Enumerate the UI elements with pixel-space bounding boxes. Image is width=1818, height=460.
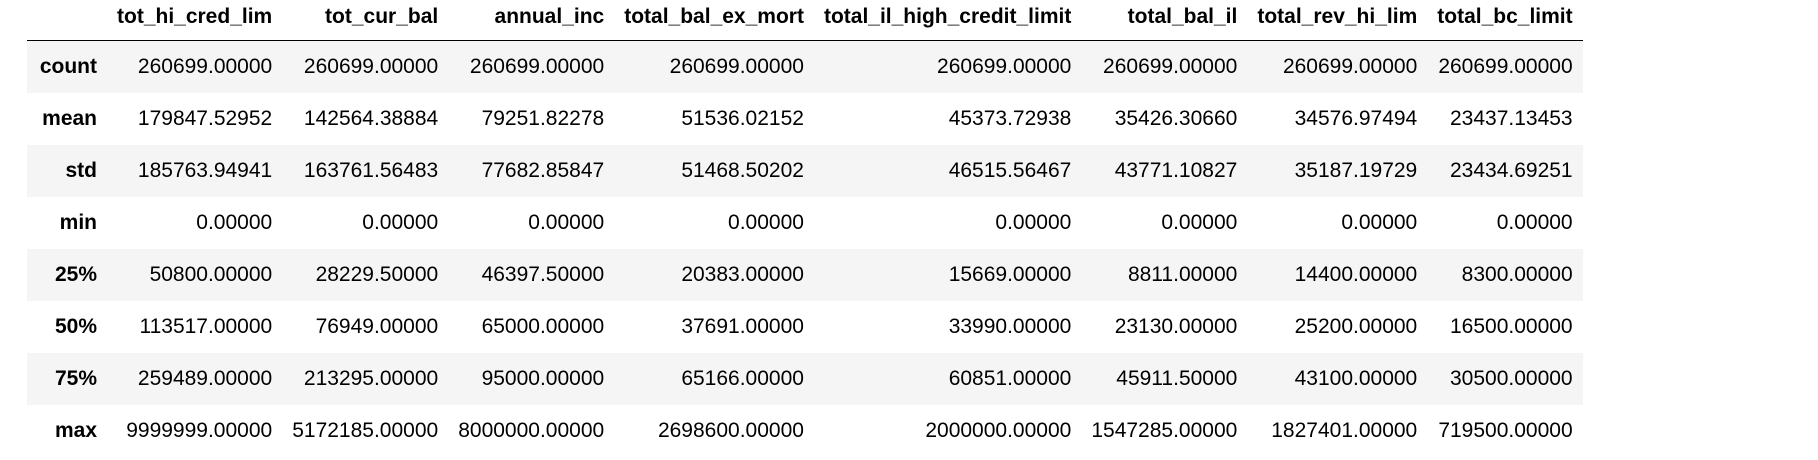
- table-cell: 0.00000: [995, 210, 1072, 234]
- row-index-label: 75%: [54, 366, 97, 390]
- column-header-total-rev-hi-lim: total_rev_hi_lim: [1247, 0, 1428, 41]
- table-row: 25% 50800.00000 28229.50000 46397.50000 2038…: [27, 248, 1583, 301]
- table-cell: 34576.97494: [1294, 106, 1418, 130]
- table-cell: 1547285.00000: [1091, 418, 1238, 442]
- dataframe-container: tot_hi_cred_lim tot_cur_bal annual_inc t…: [27, 0, 1583, 457]
- table-cell: 46515.56467: [948, 158, 1072, 182]
- table-cell: 1827401.00000: [1271, 418, 1418, 442]
- table-cell: 33990.00000: [948, 314, 1072, 338]
- table-cell: 37691.00000: [681, 314, 804, 338]
- table-cell: 43100.00000: [1294, 366, 1418, 390]
- table-cell: 0.00000: [1341, 210, 1418, 234]
- table-header: tot_hi_cred_lim tot_cur_bal annual_inc t…: [27, 0, 1583, 41]
- table-cell: 113517.00000: [139, 314, 273, 338]
- table-cell: 16500.00000: [1449, 314, 1573, 338]
- column-header-tot-cur-bal: tot_cur_bal: [282, 0, 449, 41]
- table-cell: 260699.00000: [137, 54, 273, 78]
- table-cell: 260699.00000: [669, 54, 804, 78]
- table-cell: 142564.38884: [303, 106, 439, 130]
- table-row: count 260699.00000 260699.00000 260699.0000…: [27, 40, 1583, 93]
- table-cell: 65166.00000: [681, 366, 804, 390]
- table-row: 50% 113517.00000 76949.00000 65000.00000 376…: [27, 300, 1583, 353]
- table-cell: 8000000.00000: [458, 418, 605, 442]
- column-header-total-il-high-credit-limit: total_il_high_credit_limit: [813, 0, 1082, 41]
- table-cell: 260699.00000: [937, 54, 1072, 78]
- column-header-total-bal-il: total_bal_il: [1081, 0, 1248, 41]
- table-cell: 28229.50000: [315, 262, 439, 286]
- table-cell: 50800.00000: [149, 262, 273, 286]
- row-index-label: min: [59, 210, 97, 234]
- table-cell: 51536.02152: [681, 106, 804, 130]
- table-cell: 35187.19729: [1294, 158, 1418, 182]
- table-cell: 213295.00000: [303, 366, 439, 390]
- row-index-label: max: [54, 418, 97, 442]
- table-cell: 260699.00000: [303, 54, 439, 78]
- table-cell: 95000.00000: [481, 366, 605, 390]
- table-cell: 23434.69251: [1449, 158, 1573, 182]
- table-cell: 8811.00000: [1127, 262, 1238, 286]
- row-index-label: count: [39, 54, 97, 78]
- table-cell: 185763.94941: [137, 158, 273, 182]
- table-cell: 260699.00000: [1282, 54, 1418, 78]
- column-header-total-bal-ex-mort: total_bal_ex_mort: [614, 0, 814, 41]
- table-cell: 259489.00000: [137, 366, 273, 390]
- corner-cell: [27, 0, 107, 41]
- table-cell: 0.00000: [1161, 210, 1238, 234]
- table-cell: 46397.50000: [481, 262, 605, 286]
- table-cell: 719500.00000: [1438, 418, 1573, 442]
- table-cell: 60851.00000: [948, 366, 1072, 390]
- row-index-label: 25%: [54, 262, 97, 286]
- table-cell: 0.00000: [196, 210, 273, 234]
- table-cell: 163761.56483: [303, 158, 439, 182]
- table-cell: 5172185.00000: [292, 418, 439, 442]
- table-cell: 8300.00000: [1461, 262, 1573, 286]
- header-row: tot_hi_cred_lim tot_cur_bal annual_inc t…: [27, 0, 1583, 41]
- table-cell: 260699.00000: [1103, 54, 1238, 78]
- row-index-label: std: [65, 158, 98, 182]
- table-cell: 23437.13453: [1449, 106, 1573, 130]
- table-cell: 9999999.00000: [126, 418, 273, 442]
- table-cell: 2000000.00000: [925, 418, 1072, 442]
- table-cell: 45911.50000: [1116, 366, 1238, 390]
- table-row: max 9999999.00000 5172185.00000 8000000.000…: [27, 404, 1583, 457]
- column-header-tot-hi-cred-lim: tot_hi_cred_lim: [107, 0, 283, 41]
- table-cell: 35426.30660: [1114, 106, 1238, 130]
- table-cell: 76949.00000: [315, 314, 439, 338]
- table-cell: 77682.85847: [481, 158, 605, 182]
- table-body: count 260699.00000 260699.00000 260699.0000…: [27, 40, 1583, 457]
- table-cell: 0.00000: [528, 210, 605, 234]
- table-cell: 2698600.00000: [657, 418, 804, 442]
- table-cell: 0.00000: [1496, 210, 1573, 234]
- table-cell: 0.00000: [362, 210, 439, 234]
- table-row: std 185763.94941 163761.56483 77682.85847 51…: [27, 144, 1583, 197]
- table-cell: 23130.00000: [1114, 314, 1238, 338]
- column-header-total-bc-limit: total_bc_limit: [1427, 0, 1583, 41]
- table-cell: 260699.00000: [469, 54, 605, 78]
- row-index-label: 50%: [54, 314, 97, 338]
- table-row: 75% 259489.00000 213295.00000 95000.00000 65…: [27, 352, 1583, 405]
- table-cell: 79251.82278: [481, 106, 605, 130]
- describe-table: tot_hi_cred_lim tot_cur_bal annual_inc t…: [27, 0, 1583, 457]
- table-row: min 0.00000 0.00000 0.00000 0.00000 0.00000 0.…: [27, 196, 1583, 249]
- table-cell: 65000.00000: [481, 314, 605, 338]
- table-cell: 25200.00000: [1294, 314, 1418, 338]
- table-cell: 15669.00000: [948, 262, 1072, 286]
- row-index-label: mean: [42, 106, 97, 130]
- table-row: mean 179847.52952 142564.38884 79251.82278 5…: [27, 92, 1583, 145]
- table-cell: 30500.00000: [1449, 366, 1573, 390]
- table-cell: 51468.50202: [681, 158, 804, 182]
- table-cell: 179847.52952: [137, 106, 273, 130]
- table-cell: 43771.10827: [1114, 158, 1238, 182]
- table-cell: 45373.72938: [948, 106, 1072, 130]
- table-cell: 260699.00000: [1438, 54, 1573, 78]
- table-cell: 20383.00000: [681, 262, 804, 286]
- table-cell: 0.00000: [728, 210, 804, 234]
- table-cell: 14400.00000: [1294, 262, 1418, 286]
- column-header-annual-inc: annual_inc: [448, 0, 615, 41]
